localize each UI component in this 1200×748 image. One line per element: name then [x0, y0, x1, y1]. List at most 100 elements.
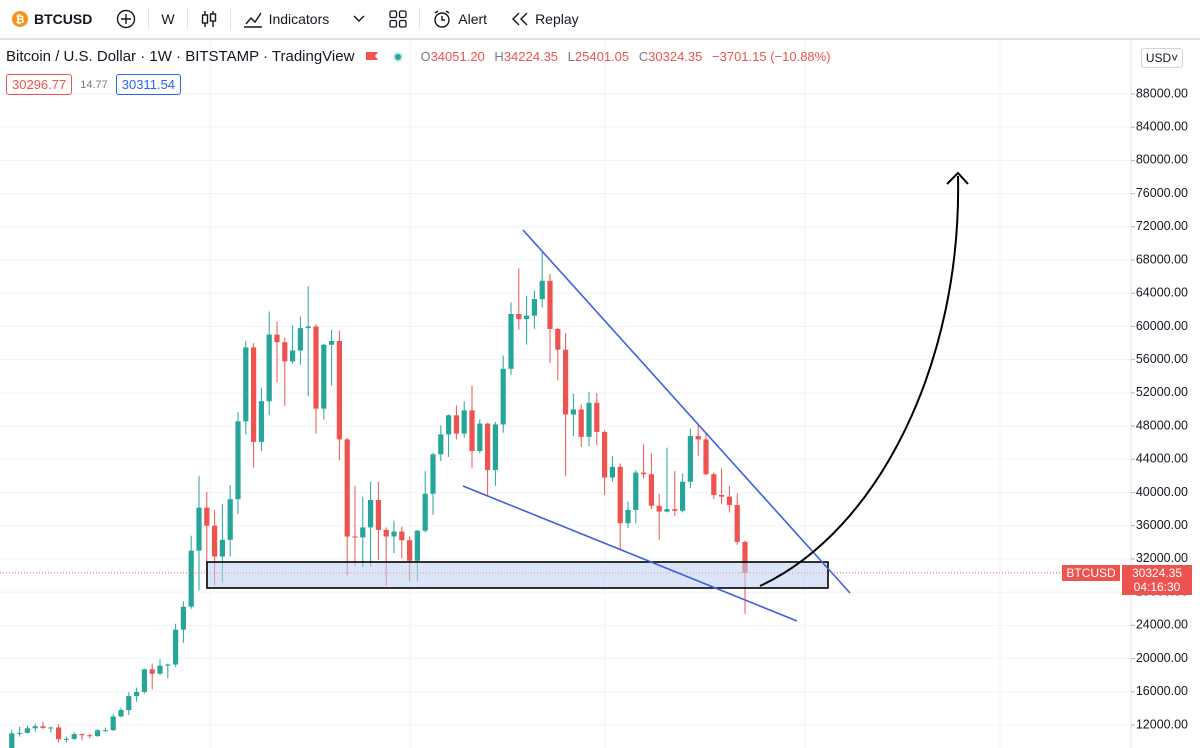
candle-body [219, 539, 225, 557]
candle-body [399, 531, 405, 541]
ohlc-key: C [638, 49, 649, 64]
replay-button[interactable]: Replay [499, 0, 591, 38]
buy-price[interactable]: 30311.54 [115, 74, 182, 95]
y-tick-label: 56000.00 [1136, 352, 1188, 366]
layout-button[interactable] [377, 0, 419, 38]
alert-icon [434, 10, 450, 28]
candle-body [602, 431, 608, 478]
y-tick-label: 80000.00 [1136, 153, 1188, 167]
candle-body [453, 415, 459, 434]
y-tick-label: 68000.00 [1136, 252, 1188, 266]
interval: W [161, 11, 175, 27]
candle-body [414, 530, 420, 561]
candle-body [570, 409, 576, 415]
currency-button[interactable]: USD ˅ [1141, 48, 1183, 68]
indicators-button[interactable]: Indicators [231, 0, 342, 38]
drawings [206, 171, 969, 622]
candle-body [617, 466, 623, 524]
candle-body [555, 328, 561, 350]
candle-body [56, 727, 62, 740]
candle-body [258, 401, 264, 442]
sell-price[interactable]: 30296.77 [6, 74, 73, 95]
candle-body [118, 710, 124, 717]
price-tag: 30324.35 04:16:30 [1122, 565, 1192, 595]
y-tick-label: 88000.00 [1136, 86, 1188, 100]
candle-body [656, 505, 662, 512]
candle-body [446, 415, 452, 435]
candle-body [672, 509, 678, 511]
svg-text:₿: ₿ [16, 14, 25, 26]
change: −3701.15 (−10.88%) [712, 49, 831, 64]
separator [229, 8, 231, 30]
trend-line-upper [522, 229, 851, 594]
y-tick-label: 36000.00 [1136, 518, 1188, 532]
trend-line-lower [462, 485, 798, 622]
candle-body [664, 509, 670, 512]
alert-button[interactable]: Alert [420, 0, 499, 38]
candle-body [680, 481, 686, 511]
candle-body [352, 536, 358, 538]
candle-body [165, 664, 171, 666]
candle-body [63, 738, 69, 740]
candle-body [578, 409, 584, 437]
currency: USD [1145, 51, 1172, 65]
candle-body [383, 529, 389, 537]
candle-body [40, 726, 46, 728]
ohlc-key: L [567, 49, 575, 64]
spread: 14.77 [80, 78, 108, 91]
candle-body [360, 527, 366, 538]
candle-body [48, 727, 54, 729]
candle-body [227, 499, 233, 540]
candle-body [196, 507, 202, 551]
interval-button[interactable]: W [149, 0, 186, 38]
candle-body [609, 466, 615, 478]
candle-body [157, 665, 163, 674]
candle-body [71, 734, 77, 739]
candle-body [95, 730, 101, 737]
y-tick-label: 20000.00 [1136, 651, 1188, 665]
candle-body [290, 350, 296, 362]
replay-icon [512, 12, 528, 26]
templates-button[interactable] [341, 0, 377, 38]
y-tick-label: 24000.00 [1136, 618, 1188, 632]
y-tick-label: 16000.00 [1136, 684, 1188, 698]
alert: Alert [458, 11, 488, 27]
candle-body [539, 280, 545, 300]
candle-body [204, 507, 210, 526]
support-zone [206, 561, 829, 589]
candle-body [134, 691, 140, 697]
status-dot [393, 51, 404, 62]
candle-body [407, 540, 413, 561]
candle-body [524, 315, 530, 319]
chart-type-button[interactable] [188, 0, 230, 38]
y-tick-label: 48000.00 [1136, 418, 1188, 432]
candle-body [9, 733, 15, 748]
candle-body [508, 314, 514, 369]
candle-body [461, 410, 467, 434]
candle-body [32, 726, 38, 729]
candle-body [336, 340, 342, 440]
candle-body [274, 334, 280, 343]
symbol-button[interactable]: ₿ BTCUSD [0, 0, 104, 38]
legend: Bitcoin / U.S. Dollar · 1W · BITSTAMP · … [6, 48, 837, 65]
symbol-tag: BTCUSD [1062, 565, 1120, 581]
candle-body [235, 421, 241, 500]
candle-body [586, 402, 592, 437]
y-tick-label: 84000.00 [1136, 119, 1188, 133]
candle-icon [201, 11, 216, 27]
y-tick-label: 60000.00 [1136, 319, 1188, 333]
candle-body [126, 696, 132, 711]
indicators-icon [243, 12, 262, 28]
ohlc-value: 34224.35 [503, 49, 559, 64]
candle-body [368, 499, 374, 528]
candle-body [87, 735, 93, 737]
chevron [353, 15, 365, 22]
candle-body [282, 342, 288, 362]
candle-body [375, 499, 381, 530]
candle-body [695, 436, 701, 440]
ohlc-key: O [420, 49, 431, 64]
candle-body [469, 410, 475, 452]
candle-body [391, 531, 397, 537]
candle-body [687, 436, 693, 482]
compare-button[interactable] [104, 0, 148, 38]
